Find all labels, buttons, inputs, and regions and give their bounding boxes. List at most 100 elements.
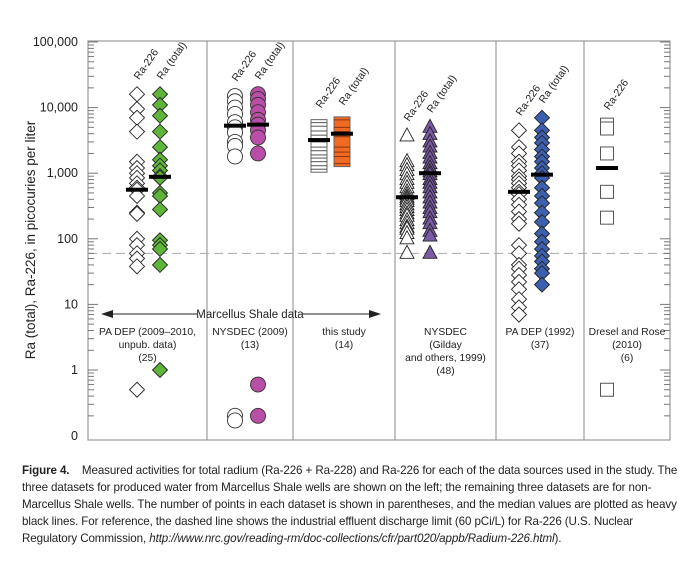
data-point-circle xyxy=(250,145,266,162)
series-label: Ra-226 xyxy=(314,75,344,110)
group-label: Dresel and Rose xyxy=(589,327,666,338)
median-line xyxy=(126,187,148,192)
series-label: Ra (total) xyxy=(253,40,288,82)
data-point-diamond xyxy=(151,361,169,379)
data-point-triangle xyxy=(422,244,438,259)
median-line xyxy=(508,189,530,194)
figure-label: Figure 4. xyxy=(22,464,70,477)
y-tick-label: 10 xyxy=(64,297,78,311)
median-line xyxy=(224,123,246,128)
data-point-square xyxy=(600,184,614,199)
data-point-diamond xyxy=(128,86,146,103)
data-point-diamond xyxy=(128,123,146,140)
data-point-triangle xyxy=(399,229,415,245)
caption-text: Measured activities for total radium (Ra… xyxy=(22,464,678,545)
data-point-diamond xyxy=(128,205,146,222)
y-tick-label: 100,000 xyxy=(33,35,78,49)
series-label: Ra (total) xyxy=(425,73,460,115)
series-label: Ra-226 xyxy=(230,49,260,84)
y-tick-label: 1 xyxy=(71,363,78,377)
data-point-circle xyxy=(250,376,266,393)
median-line xyxy=(331,131,353,136)
median-line xyxy=(596,166,618,171)
series-label: Ra (total) xyxy=(155,40,190,82)
group-label: (14) xyxy=(335,340,353,351)
data-point-diamond xyxy=(151,123,169,140)
marcellus-annotation: Marcellus Shale data xyxy=(101,309,381,321)
group-label: (2010) xyxy=(612,340,642,351)
data-point-diamond xyxy=(510,122,528,139)
data-point-diamond xyxy=(151,256,169,274)
data-point-circle xyxy=(250,407,266,424)
y-axis-label: Ra (total), Ra-226, in picocuries per li… xyxy=(23,120,38,359)
group-5: Ra-226 Dresel and Rose (2010) (6) xyxy=(589,77,666,397)
chart: 0 1 10 100 1,000 10,000 100,000 Ra (total), Ra… xyxy=(23,35,671,443)
data-point-square xyxy=(600,146,614,161)
data-point-circle xyxy=(227,148,243,165)
data-point-diamond xyxy=(510,306,528,323)
marcellus-arrow-right-head xyxy=(369,310,381,318)
caption-text-end: ). xyxy=(554,532,562,545)
data-point-triangle xyxy=(422,227,438,242)
series-ra-total-: Ra (total) xyxy=(531,63,572,293)
group-label: (48) xyxy=(436,366,454,377)
data-point-diamond xyxy=(533,276,551,293)
group-label: (Gilday xyxy=(429,340,462,351)
median-line xyxy=(419,171,441,176)
data-point-circle xyxy=(227,412,243,429)
data-point-circle xyxy=(250,129,266,146)
y-tick-label: 10,000 xyxy=(40,101,78,115)
figure-caption: Figure 4. Measured activities for total … xyxy=(22,462,682,547)
data-point-diamond xyxy=(151,240,169,258)
group-label: and others, 1999) xyxy=(405,353,486,364)
data-point-diamond xyxy=(510,215,528,232)
plot-border xyxy=(87,40,671,441)
median-line xyxy=(531,172,553,177)
group-label: PA DEP (2009–2010, xyxy=(99,327,196,338)
series-box xyxy=(333,116,351,168)
data-point-diamond xyxy=(151,201,169,218)
median-line xyxy=(247,122,269,127)
y-axis: 0 1 10 100 1,000 10,000 100,000 xyxy=(33,35,670,443)
median-line xyxy=(149,174,171,179)
group-label: this study xyxy=(322,327,366,338)
plot-frame xyxy=(87,40,671,441)
y-tick-label: 1,000 xyxy=(47,166,78,180)
median-line xyxy=(308,138,330,143)
median-line xyxy=(396,195,418,200)
series-label: Ra (total) xyxy=(337,65,372,107)
series-ra-total-: Ra (total) xyxy=(247,40,287,424)
data-point-diamond xyxy=(128,109,146,126)
group-label: NYSDEC xyxy=(424,327,467,338)
group-label: unpub. data) xyxy=(119,340,177,351)
y-tick-label: 0 xyxy=(71,429,78,443)
data-point-diamond xyxy=(151,107,169,124)
data-point-diamond xyxy=(128,258,146,275)
marcellus-arrow-left-head xyxy=(101,310,113,318)
y-tick-label: 100 xyxy=(57,232,78,246)
caption-link[interactable]: http://www.nrc.gov/reading-rm/doc-collec… xyxy=(149,532,555,545)
group-label: (6) xyxy=(621,353,634,364)
data-point-diamond xyxy=(128,187,146,205)
group-label: PA DEP (1992) xyxy=(506,327,575,338)
group-label: (13) xyxy=(241,340,259,351)
series-ra-total-: Ra (total) xyxy=(419,73,459,259)
series-label: Ra (total) xyxy=(537,63,572,105)
group-label: (37) xyxy=(531,340,549,351)
data-point-diamond xyxy=(128,381,146,398)
data-point-square xyxy=(600,210,614,225)
data-point-square xyxy=(600,121,614,136)
data-point-triangle xyxy=(399,126,415,142)
data-point-triangle xyxy=(399,244,415,259)
series-box xyxy=(310,119,328,173)
group-label: NYSDEC (2009) xyxy=(212,327,288,338)
marcellus-label: Marcellus Shale data xyxy=(196,309,304,321)
group-label: (25) xyxy=(138,353,156,364)
data-point-square xyxy=(600,382,614,397)
